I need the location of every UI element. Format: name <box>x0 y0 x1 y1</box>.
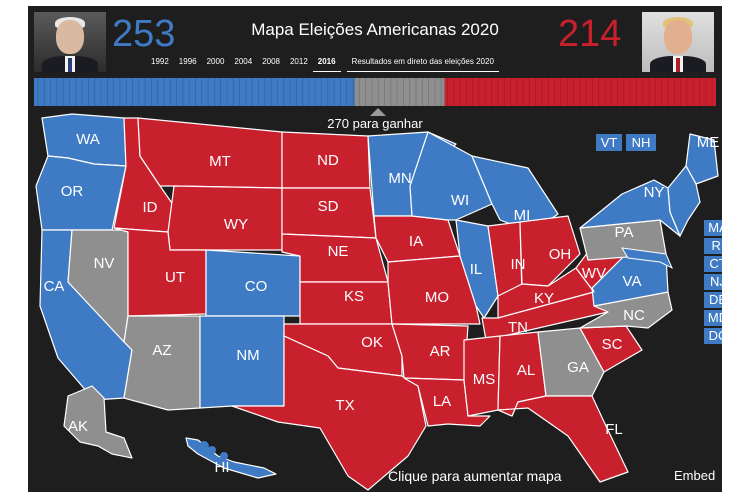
state-label-ut: UT <box>165 269 185 286</box>
box-ct[interactable]: CT <box>704 256 722 272</box>
state-label-ok: OK <box>361 334 383 351</box>
state-label-il: IL <box>470 261 483 278</box>
state-or[interactable] <box>35 155 127 231</box>
box-vt[interactable]: VT <box>596 134 622 151</box>
rep-vote-count: 214 <box>558 13 622 55</box>
year-tab-2000[interactable]: 2000 <box>206 57 225 66</box>
state-wy[interactable] <box>167 185 283 251</box>
dem-vote-count: 253 <box>112 13 176 55</box>
state-label-az: AZ <box>152 342 171 359</box>
box-dc[interactable]: DC <box>704 328 722 344</box>
year-tab-2004[interactable]: 2004 <box>234 57 253 66</box>
state-label-pa: PA <box>615 224 634 241</box>
state-label-ks: KS <box>344 288 364 305</box>
embed-link[interactable]: Embed <box>674 468 716 483</box>
state-tx[interactable] <box>231 335 427 491</box>
bar-segment-undecided <box>354 78 445 106</box>
state-label-nc: NC <box>623 307 645 324</box>
bar-segment-dem <box>34 78 355 106</box>
state-label-mo: MO <box>425 289 449 306</box>
state-label-id: ID <box>143 199 158 216</box>
state-label-wy: WY <box>224 216 248 233</box>
hawaii-island-1 <box>208 446 216 454</box>
state-label-co: CO <box>245 278 268 295</box>
biden-photo <box>34 12 106 72</box>
state-label-tn: TN <box>508 319 528 336</box>
state-label-in: IN <box>511 256 526 273</box>
state-ms[interactable] <box>463 335 501 417</box>
state-label-ca: CA <box>44 278 65 295</box>
state-ak[interactable] <box>63 385 133 459</box>
bar-segment-rep <box>444 78 716 106</box>
year-tab-2016[interactable]: 2016 <box>312 56 341 72</box>
year-tab-2012[interactable]: 2012 <box>289 57 308 66</box>
year-selector: 1992 1996 2000 2004 2008 2012 2016 Resultados e… <box>146 56 499 72</box>
state-label-or: OR <box>61 183 84 200</box>
year-tab-1996[interactable]: 1996 <box>178 57 197 66</box>
state-label-fl: FL <box>605 421 623 438</box>
state-label-nd: ND <box>317 152 339 169</box>
state-label-wv: WV <box>582 265 606 282</box>
state-label-ky: KY <box>534 290 554 307</box>
state-oh[interactable] <box>519 215 581 287</box>
box-ri[interactable]: RI <box>704 238 722 254</box>
state-label-tx: TX <box>335 397 354 414</box>
box-ma[interactable]: MA <box>704 220 722 236</box>
state-new-england[interactable] <box>667 164 701 238</box>
state-label-va: VA <box>623 273 642 290</box>
state-label-mn: MN <box>388 170 411 187</box>
year-tab-2008[interactable]: 2008 <box>262 57 280 66</box>
threshold-marker <box>370 108 386 116</box>
threshold-label: 270 para ganhar <box>327 116 423 131</box>
state-az[interactable] <box>123 315 201 411</box>
state-label-ms: MS <box>473 371 496 388</box>
hawaii-island-2 <box>220 452 228 460</box>
box-md[interactable]: MD <box>704 310 722 326</box>
state-label-ny: NY <box>644 184 665 201</box>
state-label-wa: WA <box>76 131 100 148</box>
state-label-ar: AR <box>430 343 451 360</box>
state-me[interactable] <box>685 133 719 185</box>
state-ga[interactable] <box>537 327 605 397</box>
box-nj[interactable]: NJ <box>704 274 722 290</box>
hawaii-island-0 <box>199 441 209 451</box>
state-label-sd: SD <box>318 198 339 215</box>
state-label-ak: AK <box>68 418 88 435</box>
state-label-nm: NM <box>236 347 259 364</box>
state-label-mt: MT <box>209 153 231 170</box>
state-fl[interactable] <box>497 395 629 483</box>
trump-photo <box>642 12 714 72</box>
state-label-al: AL <box>517 362 535 379</box>
page-title: Mapa Eleições Americanas 2020 <box>251 20 499 39</box>
live-results-link[interactable]: Resultados em direto das eleições 2020 <box>346 56 499 72</box>
state-label-sc: SC <box>602 336 623 353</box>
state-label-ia: IA <box>409 233 423 250</box>
state-label-la: LA <box>433 393 451 410</box>
box-nh[interactable]: NH <box>626 134 656 151</box>
state-label-oh: OH <box>549 246 572 263</box>
us-map[interactable]: WA OR CA NV ID MT WY UT AZ CO NM ND SD NE KS OK TX MN IA MO… <box>28 6 722 492</box>
election-widget: 253 Mapa Eleições Americanas 2020 214 19… <box>28 6 722 492</box>
box-de[interactable]: DE <box>704 292 722 308</box>
state-md-de[interactable] <box>621 247 673 270</box>
enlarge-map-hint[interactable]: Clique para aumentar mapa <box>388 468 562 484</box>
state-label-wi: WI <box>451 192 469 209</box>
state-nc[interactable] <box>579 291 673 329</box>
year-tab-1992[interactable]: 1992 <box>151 57 169 66</box>
state-label-ga: GA <box>567 359 589 376</box>
state-label-mi: MI <box>514 207 531 224</box>
state-label-nv: NV <box>94 255 115 272</box>
electoral-progress-bar <box>34 78 716 106</box>
state-label-ne: NE <box>328 243 349 260</box>
state-label-hi: HI <box>215 459 230 476</box>
state-label-me: ME <box>697 134 720 151</box>
